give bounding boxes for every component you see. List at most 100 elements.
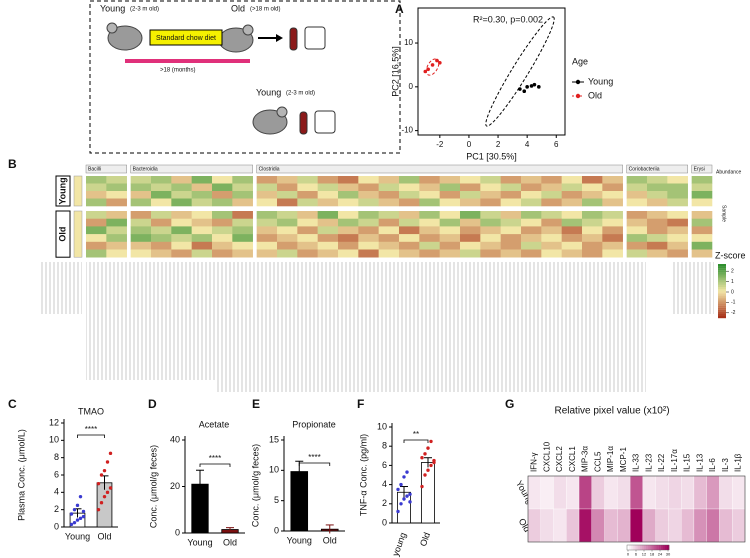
- heatmap-cell: [212, 218, 233, 227]
- heatmap-cell: [541, 176, 562, 184]
- blood-tube: [289, 27, 298, 51]
- heatmap-cell: [232, 211, 253, 219]
- point: [426, 67, 430, 72]
- heatmap-cell: [591, 508, 605, 543]
- group-name: Young: [256, 87, 281, 97]
- heatmap-cell: [647, 218, 668, 227]
- heatmap-cell: [151, 176, 172, 184]
- heatmap-cell: [460, 176, 481, 184]
- heatmap-cell: [106, 191, 127, 199]
- column-label: IL-23: [644, 453, 653, 472]
- heatmap-cell: [106, 176, 127, 184]
- heatmap-cell: [297, 191, 318, 199]
- heatmap-cell: [151, 249, 172, 258]
- heatmap-cell: [399, 241, 420, 250]
- heatmap-cell: [419, 183, 440, 192]
- heatmap-cell: [561, 191, 583, 199]
- y-axis-label: Plasma Conc. (μmol/L): [16, 429, 26, 521]
- heatmap-cell: [602, 226, 623, 235]
- heatmap-cell: [541, 211, 562, 219]
- legend-swatch: [575, 93, 581, 99]
- colorbar-step: [718, 278, 726, 281]
- heatmap-cell: [480, 211, 501, 219]
- point: [438, 60, 442, 65]
- heatmap-cell: [86, 191, 107, 199]
- blood-tube: [299, 111, 308, 135]
- heatmap-cell: [338, 176, 359, 184]
- heatmap-cell: [191, 234, 213, 243]
- data-point: [399, 482, 403, 487]
- heatmap-cell: [439, 241, 461, 250]
- heatmap-cell: [553, 508, 567, 543]
- data-point: [429, 439, 433, 444]
- colorbar-step: [633, 545, 636, 550]
- y-tick-label: 10: [377, 421, 387, 431]
- heatmap-cell: [602, 183, 623, 192]
- heatmap-cell: [277, 249, 298, 258]
- x-tick-label: young: [390, 531, 408, 557]
- heatmap-cell: [617, 508, 631, 543]
- data-point: [102, 468, 107, 473]
- data-point: [426, 468, 430, 472]
- heatmap-cell: [151, 226, 172, 235]
- heatmap-cell: [419, 241, 440, 250]
- annotation: R²=0.30, p=0.002: [473, 14, 543, 24]
- heatmap-cell: [602, 234, 623, 243]
- colorbar-step: [718, 272, 726, 275]
- group-label: Coriobacteriia: [629, 166, 660, 172]
- panel-label: G: [505, 397, 514, 411]
- point: [529, 84, 534, 88]
- heatmap-cell: [191, 176, 213, 184]
- data-point: [81, 514, 86, 519]
- heatmap-cell: [667, 218, 688, 227]
- heatmap-cell: [629, 508, 644, 543]
- y-axis-label: Conc. (μmol/g feces): [148, 445, 158, 528]
- heatmap-cell: [419, 198, 440, 207]
- heatmap-cell: [667, 198, 688, 207]
- legend-subtitle: Abundance: [716, 169, 742, 175]
- y-tick-label: 6: [382, 460, 387, 470]
- y-tick-label: 6: [54, 469, 59, 479]
- heatmap-cell: [256, 191, 278, 199]
- group-age: (2-3 m old): [286, 91, 315, 97]
- colorbar-step: [641, 545, 645, 550]
- schematic-frame: [89, 0, 401, 154]
- heatmap-cell: [277, 183, 298, 192]
- heatmap-cell: [521, 176, 542, 184]
- heatmap-cell: [732, 508, 746, 543]
- heatmap-cell: [338, 191, 359, 199]
- heatmap-cell: [171, 198, 192, 207]
- column-label: IL-13: [695, 453, 704, 472]
- chart-title: Relative pixel value (x10²): [554, 406, 669, 417]
- heatmap-cell: [277, 191, 298, 199]
- column-label: IL-1β: [734, 453, 743, 472]
- heatmap-cell: [212, 183, 233, 192]
- heatmap-cell: [106, 218, 127, 227]
- heatmap-cell: [317, 176, 339, 184]
- heatmap-cell: [691, 249, 713, 258]
- group-header: [85, 164, 127, 174]
- significance-bracket: [77, 434, 105, 438]
- confidence-ellipse: [485, 16, 555, 127]
- heatmap-cell: [691, 218, 713, 227]
- colorbar-step: [718, 286, 726, 290]
- heatmap-cell: [691, 198, 713, 207]
- heatmap-cell: [439, 226, 461, 235]
- heatmap-cell: [500, 183, 522, 192]
- data-point: [408, 500, 412, 504]
- column-label: MIP-1α: [606, 446, 615, 472]
- heatmap-cell: [647, 198, 668, 207]
- heatmap-cell: [130, 191, 152, 199]
- heatmap-cell: [527, 508, 541, 543]
- heatmap-cell: [419, 176, 440, 184]
- data-point: [105, 490, 110, 495]
- colorbar-step: [637, 545, 640, 550]
- heatmap-cell: [521, 241, 542, 250]
- data-point: [426, 446, 430, 450]
- heatmap-cell: [256, 176, 278, 184]
- heatmap-cell: [681, 475, 695, 510]
- heatmap-cell: [191, 241, 213, 250]
- heatmap-cell: [399, 249, 420, 258]
- group-age: (>18 m old): [250, 7, 281, 13]
